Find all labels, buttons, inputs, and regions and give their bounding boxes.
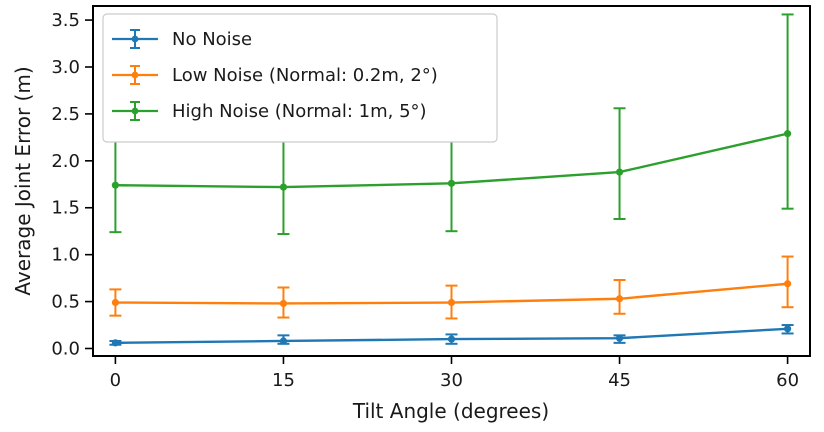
data-point bbox=[279, 337, 288, 345]
series-0 bbox=[109, 324, 794, 347]
y-tick-label: 1.5 bbox=[51, 198, 80, 219]
legend-label: Low Noise (Normal: 0.2m, 2°) bbox=[172, 65, 438, 86]
data-point bbox=[615, 295, 624, 303]
data-point bbox=[111, 298, 120, 307]
series-1 bbox=[109, 255, 794, 320]
y-tick-label: 0.0 bbox=[51, 338, 80, 359]
legend-entry-high-noise: High Noise (Normal: 1m, 5°) bbox=[112, 101, 427, 122]
x-tick-label: 0 bbox=[110, 370, 121, 391]
y-tick-label: 2.0 bbox=[51, 151, 80, 172]
y-tick-label: 1.0 bbox=[51, 245, 80, 266]
data-point bbox=[447, 179, 456, 187]
data-point bbox=[447, 298, 456, 307]
legend-swatch-marker bbox=[131, 107, 139, 115]
x-tick-label: 15 bbox=[272, 370, 295, 391]
legend-box bbox=[102, 13, 498, 143]
y-tick-label: 0.5 bbox=[51, 292, 80, 313]
x-axis-label: Tilt Angle (degrees) bbox=[352, 399, 549, 423]
data-point bbox=[447, 335, 456, 343]
y-axis: 0.0 0.5 1.0 1.5 2.0 2.5 3.0 3.5 bbox=[51, 10, 93, 359]
data-point bbox=[615, 334, 624, 342]
legend-swatch-marker bbox=[131, 71, 139, 79]
legend-swatch-marker bbox=[131, 35, 139, 43]
data-point bbox=[279, 183, 288, 191]
legend-label: High Noise (Normal: 1m, 5°) bbox=[172, 101, 427, 122]
data-point bbox=[111, 339, 120, 347]
legend-entry-no-noise: No Noise bbox=[112, 29, 252, 50]
data-point bbox=[783, 280, 792, 288]
data-point bbox=[111, 181, 120, 189]
y-axis-label: Average Joint Error (m) bbox=[11, 66, 35, 295]
data-point bbox=[279, 299, 288, 308]
y-tick-label: 3.5 bbox=[51, 10, 80, 31]
legend-entry-low-noise: Low Noise (Normal: 0.2m, 2°) bbox=[112, 65, 438, 86]
y-tick-label: 2.5 bbox=[51, 104, 80, 125]
x-tick-label: 45 bbox=[608, 370, 631, 391]
x-tick-label: 60 bbox=[776, 370, 799, 391]
legend: No Noise Low Noise (Normal: 0.2m, 2°) Hi… bbox=[102, 13, 498, 143]
series-2 bbox=[109, 13, 794, 236]
y-tick-label: 3.0 bbox=[51, 57, 80, 78]
series-group bbox=[109, 13, 794, 347]
data-point bbox=[615, 168, 624, 176]
data-point bbox=[783, 325, 792, 333]
x-tick-label: 30 bbox=[440, 370, 463, 391]
legend-label: No Noise bbox=[172, 29, 252, 50]
x-axis: 0 15 30 45 60 bbox=[110, 356, 799, 391]
data-point bbox=[783, 130, 792, 138]
